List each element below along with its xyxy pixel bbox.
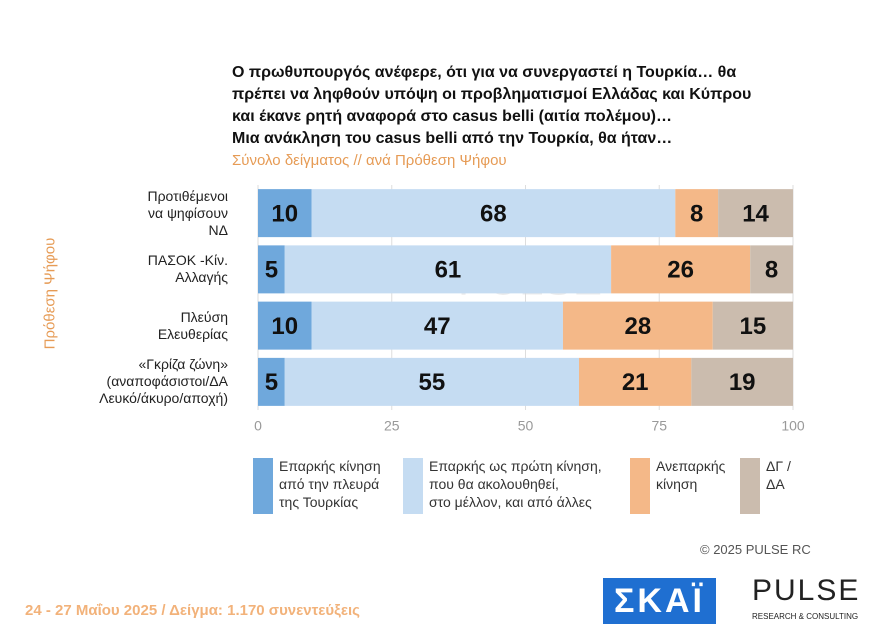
data-label: 5	[265, 369, 278, 396]
legend-swatch	[403, 458, 423, 514]
x-tick-label: 25	[384, 418, 400, 434]
data-label: 21	[622, 369, 649, 396]
bar-segment	[284, 357, 579, 406]
data-label: 68	[480, 200, 507, 227]
logo-pulse-sub: RESEARCH & CONSULTING	[752, 612, 859, 621]
x-tick-label: 0	[254, 418, 262, 434]
data-label: 19	[729, 369, 756, 396]
legend-swatch	[740, 458, 760, 514]
data-label: 5	[265, 257, 278, 284]
legend-label: Ανεπαρκής κίνηση	[656, 458, 726, 492]
legend-swatch	[253, 458, 273, 514]
legend-swatch	[630, 458, 650, 514]
category-label: Προτιθέμενοι να ψηφίσουν ΝΔ	[147, 187, 228, 238]
data-label: 10	[271, 200, 298, 227]
category-label: Πλεύση Ελευθερίας	[157, 308, 228, 342]
bar-segment	[258, 245, 285, 294]
category-label: ΠΑΣΟΚ -Κίν. Αλλαγής	[147, 252, 228, 286]
bar-segment	[718, 189, 793, 238]
data-label: 8	[690, 200, 703, 227]
data-label: 55	[419, 369, 446, 396]
legend-label: ΔΓ / ΔΑ	[766, 458, 791, 492]
bar-segment	[258, 189, 312, 238]
bar-segment	[258, 301, 312, 350]
category-label: «Γκρίζα ζώνη» (αναποφάσιστοι/ΔΑ Λευκό/άκ…	[99, 356, 228, 407]
bar-segment	[675, 189, 719, 238]
data-label: 14	[742, 200, 769, 227]
data-label: 15	[740, 313, 767, 340]
bar-segment	[712, 301, 793, 350]
x-tick-label: 75	[651, 418, 667, 434]
data-label: 10	[271, 313, 298, 340]
logo-pulse: PULSE	[752, 574, 861, 607]
bar-segment	[258, 357, 285, 406]
data-label: 61	[435, 257, 462, 284]
data-label: 8	[765, 257, 778, 284]
data-label: 26	[667, 257, 694, 284]
x-tick-label: 100	[781, 418, 805, 434]
bar-segment	[611, 245, 751, 294]
bar-segment	[691, 357, 793, 406]
bar-segment	[579, 357, 692, 406]
chart-subtitle: Σύνολο δείγματος // ανά Πρόθεση Ψήφου	[232, 152, 507, 169]
bar-segment	[562, 301, 713, 350]
chart-title: Ο πρωθυπουργός ανέφερε, ότι για να συνερ…	[232, 64, 752, 147]
bar-segment	[311, 189, 676, 238]
data-label: 47	[424, 313, 451, 340]
bar-segment	[750, 245, 793, 294]
footer: 24 - 27 Μαΐου 2025 / Δείγμα: 1.170 συνεν…	[25, 602, 360, 619]
bar-segment	[311, 301, 563, 350]
data-label: 28	[624, 313, 651, 340]
legend-label: Επαρκής ως πρώτη κίνηση, που θα ακολουθη…	[429, 458, 602, 510]
legend-label: Επαρκής κίνηση από την πλευρά της Τουρκί…	[279, 458, 381, 510]
x-tick-label: 50	[518, 418, 534, 434]
bar-segment	[284, 245, 612, 294]
logo-skai: ΣΚΑΪ	[603, 578, 716, 624]
copyright: © 2025 PULSE RC	[700, 542, 811, 557]
